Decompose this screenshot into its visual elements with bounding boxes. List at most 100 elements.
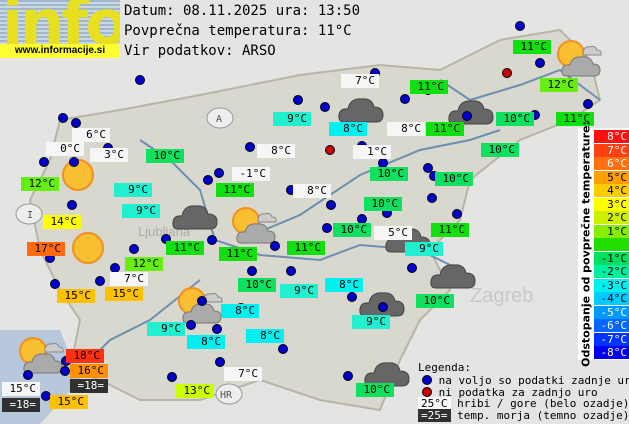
partly-cloudy-icon [557,40,602,77]
station-dot[interactable] [215,357,225,367]
station-dot[interactable] [245,142,255,152]
country-marker-italy [15,203,43,225]
station-temperature-label: 12°C [21,177,59,191]
station-dot[interactable] [320,102,330,112]
deviation-scale: Odstopanje od povprečne temperature: 8°C… [578,121,629,367]
partly-cloudy-icon [19,337,64,374]
station-dot[interactable] [326,200,336,210]
station-dot[interactable] [293,95,303,105]
sun-icon [72,232,104,264]
scale-row: 5°C [594,170,629,184]
station-dot[interactable] [343,371,353,381]
station-dot[interactable] [58,113,68,123]
station-temperature-label: 8°C [187,335,225,349]
station-dot[interactable] [427,193,437,203]
legend-sea-sample: =25= [418,409,451,422]
station-temperature-label: 1°C [353,145,391,159]
sun-icon [62,159,94,191]
station-temperature-label: 9°C [405,242,443,256]
station-dot[interactable] [452,209,462,219]
station-dot[interactable] [197,296,207,306]
station-dot[interactable] [270,241,280,251]
station-temperature-label: 9°C [114,183,152,197]
scale-row: 7°C [594,143,629,157]
legend-available: na voljo so podatki zadnje ure [438,374,629,387]
station-dot[interactable] [60,366,70,376]
logo[interactable]: info www.informacije.si [0,0,120,58]
station-dot[interactable] [69,157,79,167]
cloud-icon [338,98,384,123]
station-dot[interactable] [39,157,49,167]
legend-mountain-sample: 25°C [418,397,451,410]
station-dot[interactable] [23,370,33,380]
station-temperature-label: 9°C [273,112,311,126]
data-source: Vir podatkov: ARSO [124,43,276,59]
station-dot[interactable] [583,99,593,109]
station-dot[interactable] [535,58,545,68]
station-dot[interactable] [207,235,217,245]
cloud-icon [364,362,410,387]
station-temperature-label: 10°C [146,149,184,163]
station-dot[interactable] [71,118,81,128]
station-temperature-label: 11°C [426,122,464,136]
station-dot[interactable] [135,75,145,85]
station-dot[interactable] [347,292,357,302]
station-temperature-label: 15°C [2,382,40,396]
station-dot[interactable] [286,266,296,276]
station-dot[interactable] [214,168,224,178]
station-temperature-label: 10°C [416,294,454,308]
station-temperature-label: 17°C [27,242,65,256]
station-temperature-label: 12°C [125,257,163,271]
station-temperature-label: 10°C [356,383,394,397]
station-temperature-label: 11°C [219,247,257,261]
station-temperature-label: 10°C [238,278,276,292]
station-dot[interactable] [50,279,60,289]
station-temperature-label: 11°C [431,223,469,237]
station-dot[interactable] [423,163,433,173]
map-label-zagreb: Zagreb [470,285,533,307]
station-temperature-label: 10°C [364,197,402,211]
station-dot[interactable] [129,244,139,254]
station-temperature-label: 8°C [325,278,363,292]
station-dot[interactable] [186,320,196,330]
scale-row [594,238,629,251]
station-dot[interactable] [515,21,525,31]
blue-dot-icon [422,375,432,385]
station-dot[interactable] [247,266,257,276]
average-temperature: Povprečna temperatura: 11°C [124,23,352,39]
station-no-data-dot[interactable] [502,68,512,78]
station-temperature-label: 15°C [50,395,88,409]
station-dot[interactable] [278,344,288,354]
logo-url[interactable]: www.informacije.si [0,44,120,58]
station-temperature-label: 8°C [387,122,425,136]
station-dot[interactable] [203,175,213,185]
station-dot[interactable] [67,200,77,210]
legend-no-data: ni podatka za zadnjo uro [438,386,598,399]
station-dot[interactable] [462,111,472,121]
station-dot[interactable] [95,276,105,286]
station-temperature-label: 10°C [370,167,408,181]
station-dot[interactable] [167,372,177,382]
scale-row: -5°C [594,305,629,319]
station-temperature-label: 7°C [224,367,262,381]
station-temperature-label: 15°C [57,289,95,303]
station-no-data-dot[interactable] [325,145,335,155]
station-dot[interactable] [212,324,222,334]
station-temperature-label: 10°C [435,172,473,186]
station-temperature-label: 10°C [333,223,371,237]
station-temperature-label: -1°C [232,167,270,181]
station-temperature-label: 15°C [105,287,143,301]
station-dot[interactable] [400,94,410,104]
station-temperature-label: 11°C [556,112,594,126]
station-temperature-label: 7°C [110,272,148,286]
station-dot[interactable] [407,263,417,273]
station-temperature-label: 8°C [257,144,295,158]
station-temperature-label: 13°C [176,384,214,398]
red-dot-icon [422,387,432,397]
station-dot[interactable] [322,223,332,233]
station-dot[interactable] [378,302,388,312]
station-temperature-label: 11°C [287,241,325,255]
map-label-hr: HR [220,390,233,401]
map-label-i: I [27,210,33,221]
partly-cloudy-icon [232,207,277,244]
